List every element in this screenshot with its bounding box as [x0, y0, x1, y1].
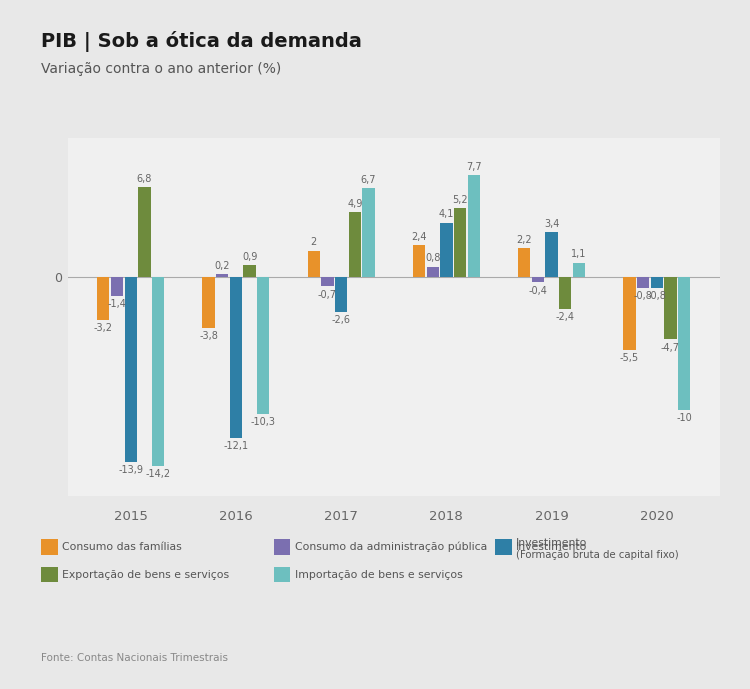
- Text: 2: 2: [310, 237, 317, 247]
- Bar: [427, 267, 439, 277]
- Bar: [664, 277, 676, 340]
- Text: Variação contra o ano anterior (%): Variação contra o ano anterior (%): [41, 62, 281, 76]
- Text: Investimento: Investimento: [516, 542, 587, 552]
- Bar: [467, 175, 480, 277]
- Text: -5,5: -5,5: [620, 353, 639, 363]
- Text: -2,6: -2,6: [332, 315, 351, 325]
- Bar: [257, 277, 269, 414]
- Text: -0,4: -0,4: [529, 286, 548, 296]
- Text: 6,7: 6,7: [361, 175, 376, 185]
- Bar: [216, 274, 229, 277]
- Bar: [573, 263, 585, 277]
- Text: Importação de bens e serviços: Importação de bens e serviços: [295, 570, 463, 579]
- Text: Consumo das famílias: Consumo das famílias: [62, 542, 182, 552]
- Text: 2,4: 2,4: [411, 232, 427, 242]
- Text: -2,4: -2,4: [556, 312, 574, 322]
- Text: PIB | Sob a ótica da demanda: PIB | Sob a ótica da demanda: [41, 31, 362, 52]
- Bar: [532, 277, 544, 282]
- Bar: [152, 277, 164, 466]
- Bar: [230, 277, 242, 438]
- Text: 4,1: 4,1: [439, 209, 454, 219]
- Text: -14,2: -14,2: [146, 469, 170, 479]
- Text: 2,2: 2,2: [517, 235, 532, 245]
- Text: Exportação de bens e serviços: Exportação de bens e serviços: [62, 570, 229, 579]
- Text: 0,2: 0,2: [214, 261, 230, 271]
- Bar: [559, 277, 572, 309]
- Text: -3,8: -3,8: [199, 331, 218, 341]
- Text: -13,9: -13,9: [118, 465, 143, 475]
- Text: -4,7: -4,7: [661, 343, 680, 353]
- Text: -1,4: -1,4: [107, 299, 127, 309]
- Bar: [651, 277, 663, 288]
- Bar: [518, 248, 530, 277]
- Text: Consumo da administração pública: Consumo da administração pública: [295, 542, 487, 553]
- Text: -12,1: -12,1: [224, 441, 248, 451]
- Text: 1,1: 1,1: [572, 249, 586, 259]
- Text: 0,9: 0,9: [242, 252, 257, 262]
- Bar: [623, 277, 635, 350]
- Bar: [362, 188, 375, 277]
- Text: -3,2: -3,2: [94, 323, 112, 333]
- Bar: [321, 277, 334, 287]
- Bar: [637, 277, 650, 288]
- Bar: [111, 277, 123, 296]
- Bar: [678, 277, 690, 410]
- Bar: [545, 232, 558, 277]
- Text: -10,3: -10,3: [251, 417, 276, 427]
- Bar: [138, 187, 151, 277]
- Bar: [244, 265, 256, 277]
- Text: -0,8: -0,8: [647, 291, 666, 301]
- Bar: [413, 245, 425, 277]
- Text: (Formação bruta de capital fixo): (Formação bruta de capital fixo): [516, 550, 679, 559]
- Text: 4,9: 4,9: [347, 199, 362, 209]
- Bar: [335, 277, 347, 311]
- Text: Fonte: Contas Nacionais Trimestrais: Fonte: Contas Nacionais Trimestrais: [41, 652, 228, 663]
- Text: 6,8: 6,8: [136, 174, 152, 183]
- Text: 0,8: 0,8: [425, 253, 440, 263]
- Bar: [202, 277, 214, 327]
- Bar: [454, 208, 466, 277]
- Text: -0,7: -0,7: [318, 290, 337, 300]
- Text: Investimento: Investimento: [516, 538, 587, 548]
- Text: 5,2: 5,2: [452, 195, 468, 205]
- Bar: [349, 212, 361, 277]
- Bar: [124, 277, 136, 462]
- Bar: [98, 277, 109, 320]
- Text: 7,7: 7,7: [466, 162, 482, 172]
- Text: -10: -10: [676, 413, 692, 423]
- Bar: [440, 223, 452, 277]
- Bar: [308, 251, 320, 277]
- Text: -0,8: -0,8: [634, 291, 652, 301]
- Text: 3,4: 3,4: [544, 218, 560, 229]
